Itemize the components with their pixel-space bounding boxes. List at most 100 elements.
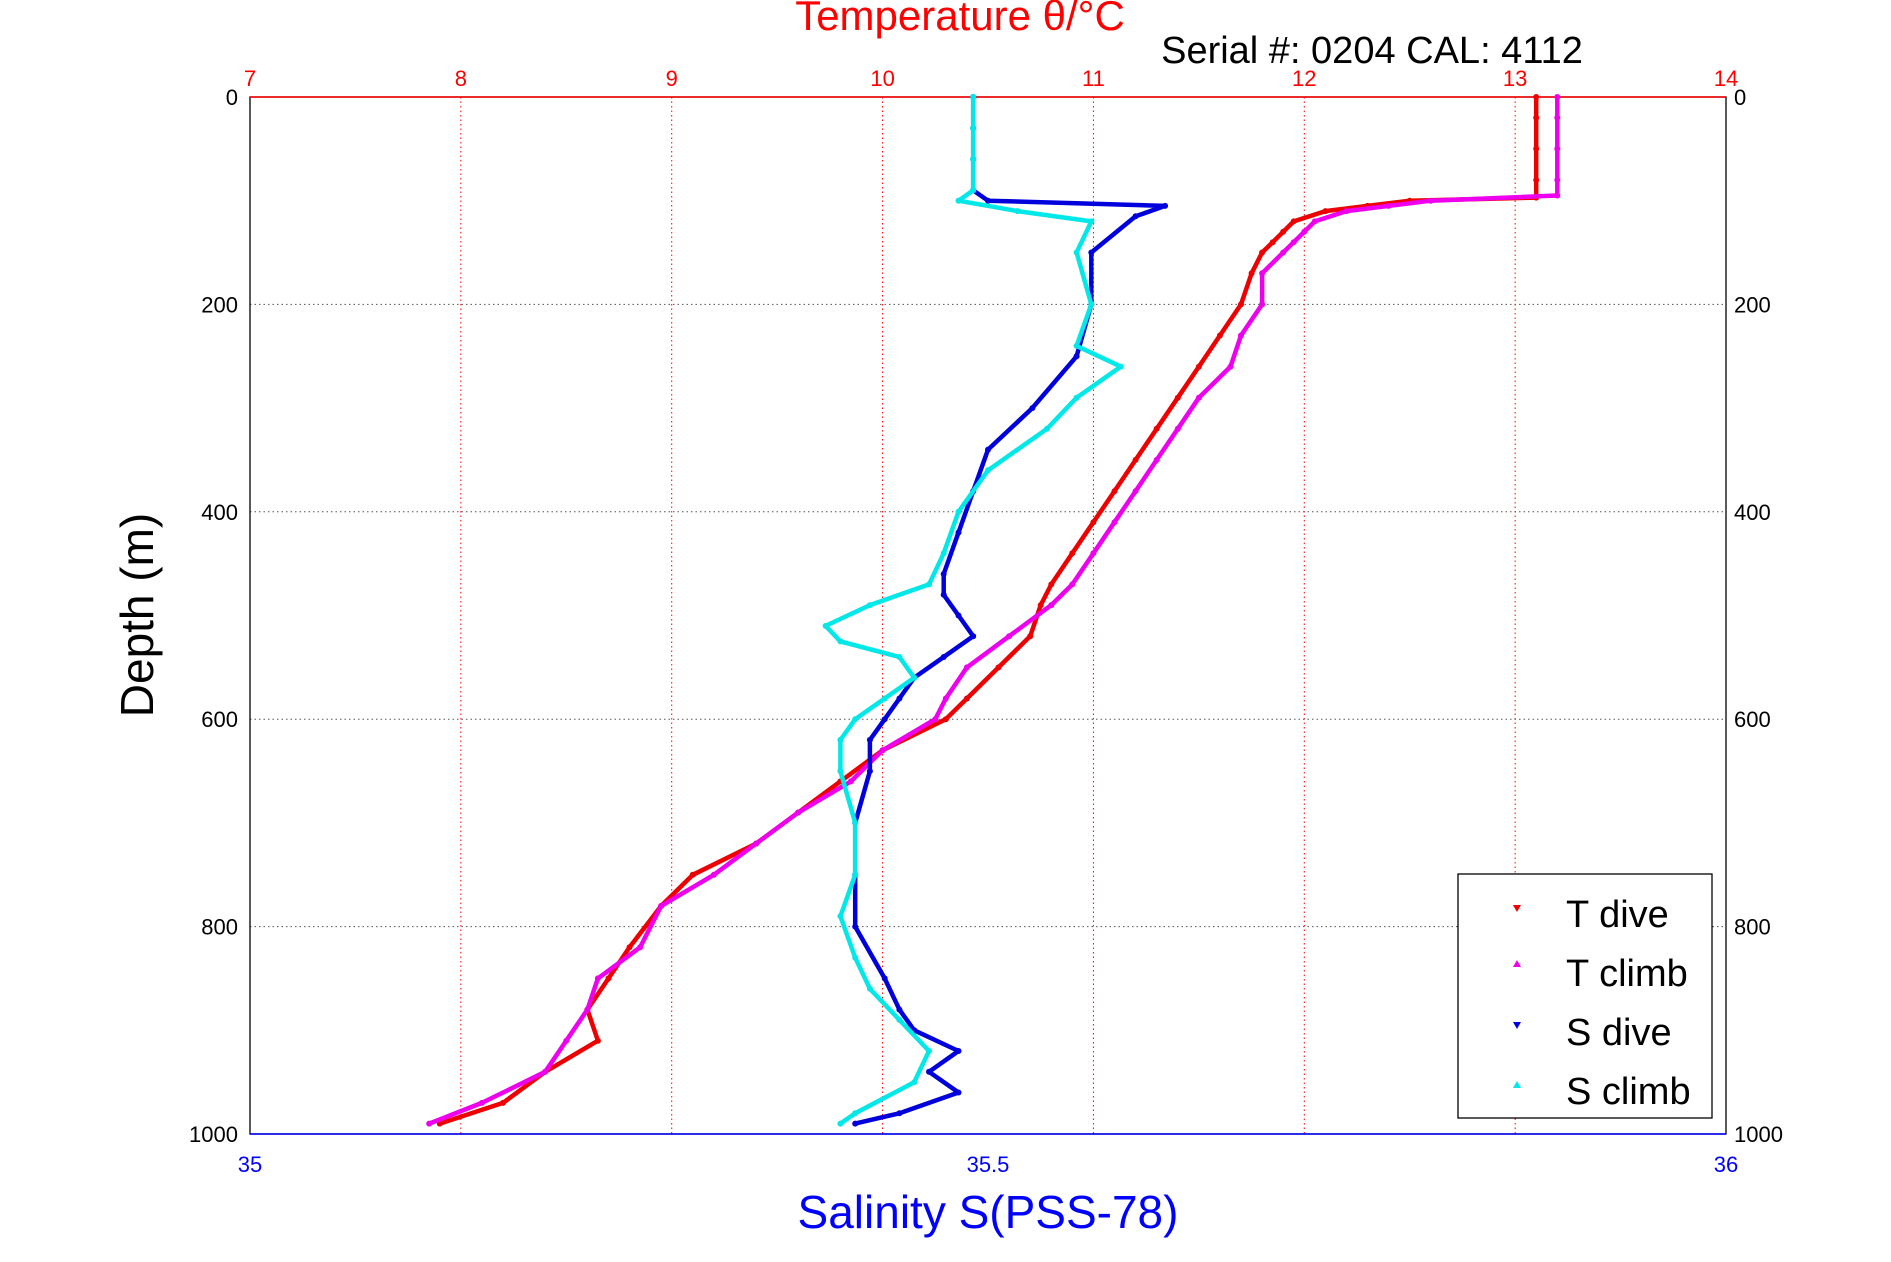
data-point [940,550,947,557]
data-point [1195,363,1202,370]
data-point [1290,218,1297,225]
data-point [1162,202,1169,209]
data-point [1216,332,1223,339]
data-point [1238,301,1244,308]
data-point [926,1048,932,1054]
data-point [1280,249,1287,256]
series-t-dive [436,94,1540,1127]
data-point [594,1037,601,1044]
temperature-tick-label: 8 [455,66,467,91]
depth-axis-title: Depth (m) [111,513,163,717]
data-point [1132,456,1139,463]
data-point [1174,425,1181,432]
data-point [837,1120,844,1127]
data-point [637,944,644,951]
data-point [1554,145,1561,152]
data-point [1027,633,1034,640]
data-point [852,871,859,878]
series-trace [823,97,1124,1126]
data-point [1044,425,1050,432]
legend-item-t-climb: T climb [1513,953,1688,995]
data-point [896,654,903,660]
data-point [926,1068,932,1075]
data-point [1533,145,1540,152]
data-point [1132,488,1139,495]
series-trace [852,97,1168,1126]
data-point [1290,239,1297,246]
data-point [852,923,859,930]
data-point [1037,602,1044,609]
data-point [1048,581,1055,588]
data-point [881,716,888,723]
data-point [1554,192,1561,199]
temperature-axis-title: Temperature θ/°C [795,0,1125,39]
data-point [1259,249,1266,256]
salinity-tick-label: 36 [1714,1152,1738,1177]
data-point [896,1016,903,1023]
data-point [1073,394,1080,401]
data-point [1533,94,1540,100]
data-point [881,695,888,702]
depth-tick-label-left: 1000 [189,1122,238,1147]
data-point [942,695,949,702]
salinity-tick-label: 35 [238,1152,262,1177]
data-point [940,571,947,577]
data-point [1301,228,1308,235]
data-point [1048,602,1055,609]
data-point [1259,270,1266,277]
data-point [1111,488,1118,495]
temperature-tick-label: 11 [1082,66,1105,91]
series-t-climb [426,94,1561,1127]
data-point [594,975,601,982]
data-point [1029,405,1036,412]
data-point [1088,301,1095,308]
depth-tick-label-left: 200 [201,292,238,317]
legend-label-t-climb: T climb [1566,953,1688,995]
data-point [970,94,977,100]
data-point [1153,456,1160,463]
salinity-tick-label: 35.5 [967,1152,1010,1177]
data-point [985,197,991,204]
data-point [852,1120,859,1127]
data-point [689,871,696,878]
data-point [866,736,873,743]
data-point [500,1099,506,1106]
data-point [1322,208,1329,215]
data-point [1385,202,1392,209]
data-point [896,695,903,702]
data-point [940,591,947,598]
legend-marker-t-dive [1513,905,1521,912]
data-point [852,819,859,826]
series-layer [426,94,1561,1127]
data-point [1259,301,1266,308]
legend-item-s-climb: S climb [1513,1071,1691,1113]
data-point [970,125,977,132]
data-point [866,602,873,609]
data-point [1153,425,1160,432]
data-point [955,1089,962,1096]
data-point [955,1048,962,1054]
data-point [866,985,873,992]
data-point [1088,218,1095,225]
data-point [985,467,991,474]
legend-marker-s-climb [1513,1081,1521,1088]
data-point [542,1068,549,1075]
legend-label-s-dive: S dive [1566,1012,1672,1054]
depth-tick-label-left: 400 [201,500,238,525]
depth-tick-label-left: 600 [201,707,238,732]
data-point [955,508,962,515]
data-point [985,446,991,453]
data-point [626,944,633,951]
data-point [837,913,844,920]
data-point [1248,270,1255,277]
data-point [995,664,1002,671]
data-point [852,954,859,961]
data-point [970,156,977,163]
data-point [1090,519,1097,526]
data-point [658,902,665,909]
data-point [1117,363,1124,370]
data-point [1073,342,1080,349]
data-point [932,716,939,723]
